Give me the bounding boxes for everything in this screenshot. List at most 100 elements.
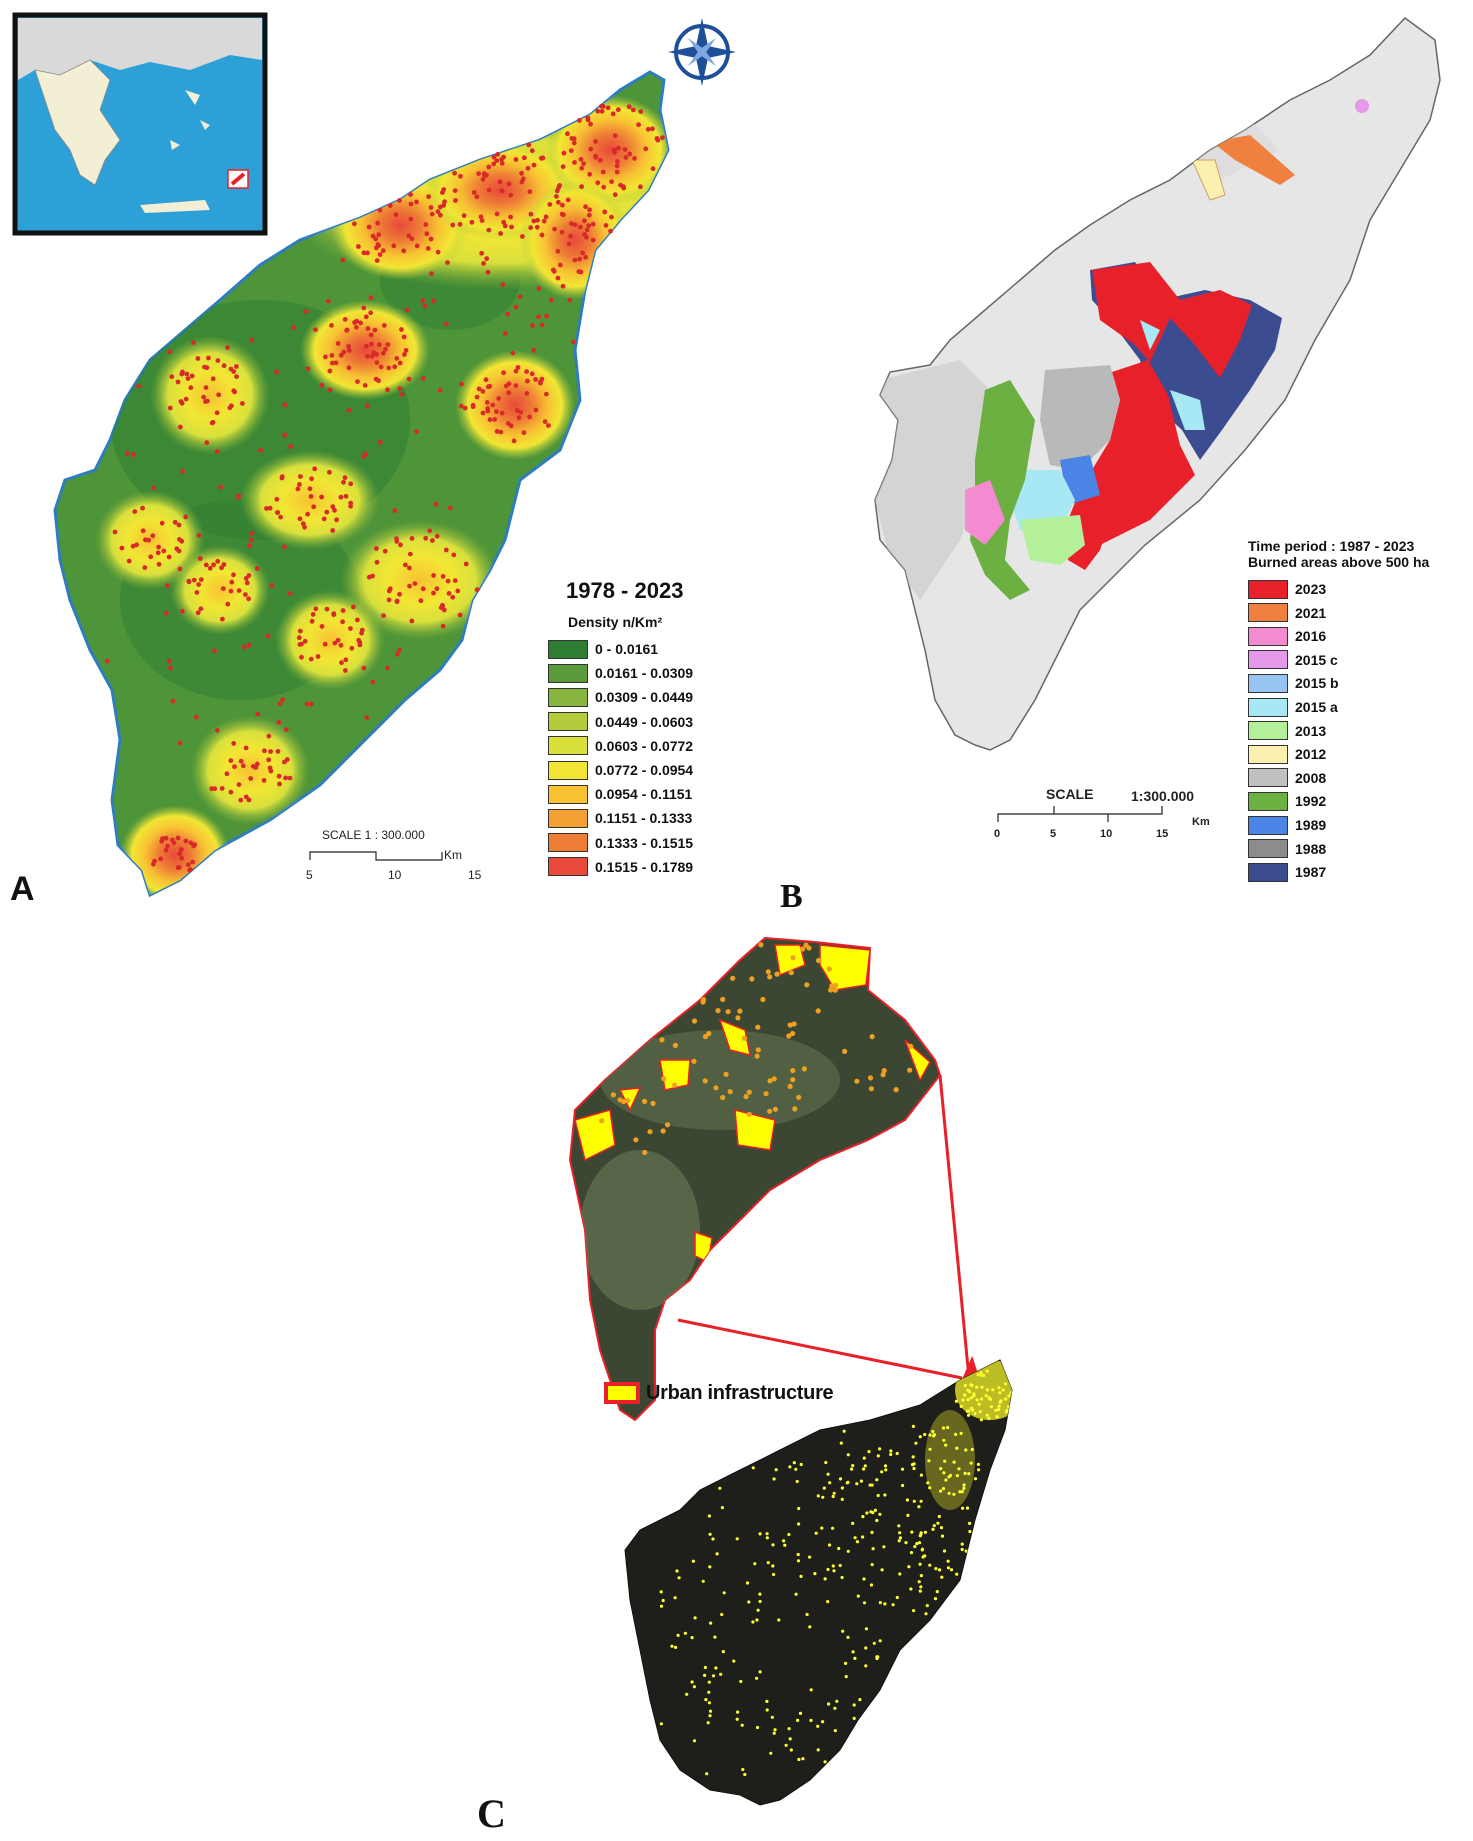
map-point: [735, 1717, 739, 1721]
map-point: [308, 656, 314, 662]
map-point: [302, 638, 308, 644]
map-point: [491, 161, 497, 167]
map-point: [445, 578, 451, 584]
map-point: [557, 183, 562, 188]
map-point: [823, 1760, 827, 1764]
map-point: [338, 642, 344, 648]
map-point: [862, 1467, 866, 1471]
map-point: [485, 406, 491, 411]
map-point: [788, 970, 794, 976]
map-point: [989, 1405, 994, 1409]
map-point: [248, 776, 254, 781]
map-point: [841, 1629, 845, 1633]
map-point: [519, 170, 524, 176]
map-point: [721, 1650, 725, 1654]
map-point: [423, 222, 429, 227]
map-point: [374, 258, 380, 263]
map-point: [165, 843, 170, 849]
map-point: [486, 164, 492, 170]
map-point: [787, 1022, 793, 1028]
map-point: [868, 1086, 875, 1092]
map-point: [982, 1373, 986, 1377]
legend-item: 2015 b: [1248, 672, 1339, 694]
urban-legend-label: Urban infrastructure: [646, 1381, 834, 1404]
map-point: [346, 348, 352, 353]
map-point: [525, 378, 530, 384]
map-point: [797, 1506, 801, 1511]
map-point: [968, 1529, 972, 1534]
map-point: [190, 859, 196, 865]
map-point: [528, 211, 534, 217]
map-point: [675, 1569, 679, 1573]
map-point: [906, 1513, 910, 1517]
map-point: [176, 522, 182, 528]
legend-item: 0.0449 - 0.0603: [548, 711, 693, 733]
map-point: [677, 1576, 681, 1580]
map-point: [376, 378, 381, 384]
map-point: [859, 1479, 864, 1483]
map-point: [769, 1751, 773, 1755]
legend-item: 0.0954 - 0.1151: [548, 783, 692, 805]
map-point: [703, 1673, 707, 1677]
legend-item: 0.0772 - 0.0954: [548, 759, 693, 781]
map-point: [513, 304, 519, 310]
map-point: [229, 579, 235, 585]
map-point: [313, 606, 319, 612]
map-point: [809, 1718, 813, 1722]
map-point: [587, 212, 592, 218]
map-point: [720, 1094, 726, 1101]
urban-legend: Urban infrastructure: [604, 1378, 874, 1408]
map-point: [932, 1434, 936, 1438]
map-point: [458, 173, 463, 179]
map-point: [513, 383, 519, 388]
map-point: [965, 1409, 970, 1413]
map-point: [332, 640, 338, 646]
map-point: [831, 1494, 835, 1499]
map-point: [782, 1539, 786, 1543]
legend-item: 0.0603 - 0.0772: [548, 735, 693, 757]
map-point: [941, 1487, 946, 1491]
map-point: [224, 771, 230, 777]
map-point: [578, 156, 584, 162]
map-point: [771, 1564, 775, 1568]
map-point: [403, 348, 409, 353]
map-point: [211, 562, 217, 568]
map-point: [232, 764, 237, 770]
map-point: [1004, 1397, 1008, 1401]
map-point: [206, 355, 211, 361]
legend-item: 2023: [1248, 578, 1326, 600]
map-point: [204, 365, 210, 371]
map-point: [739, 1679, 743, 1684]
map-point: [288, 444, 293, 449]
map-point: [170, 837, 175, 843]
map-point: [359, 627, 365, 633]
map-point: [643, 146, 649, 152]
map-point: [928, 1486, 932, 1490]
map-point: [463, 561, 469, 567]
map-point: [276, 773, 282, 779]
panel-a-letter: A: [10, 870, 35, 908]
map-point: [329, 353, 335, 358]
map-point: [869, 1583, 874, 1587]
map-point: [422, 303, 428, 309]
map-point: [163, 835, 169, 841]
map-point: [645, 126, 651, 132]
burned-legend-title-line2: Burned areas above 500 ha: [1248, 554, 1430, 570]
map-point: [431, 590, 436, 596]
map-point: [580, 250, 586, 256]
map-point: [517, 294, 523, 300]
panel-b-scale-graphic: [997, 806, 1163, 822]
map-point: [533, 377, 538, 382]
map-point: [544, 313, 549, 319]
map-point: [368, 295, 374, 301]
map-point: [805, 1612, 809, 1617]
map-point: [610, 111, 616, 117]
map-point: [789, 1748, 793, 1752]
map-point: [505, 311, 511, 317]
map-point: [883, 1602, 887, 1606]
map-point: [772, 1731, 776, 1735]
map-point: [491, 154, 497, 160]
map-point: [274, 369, 279, 375]
map-point: [583, 204, 588, 210]
map-point: [327, 387, 333, 393]
